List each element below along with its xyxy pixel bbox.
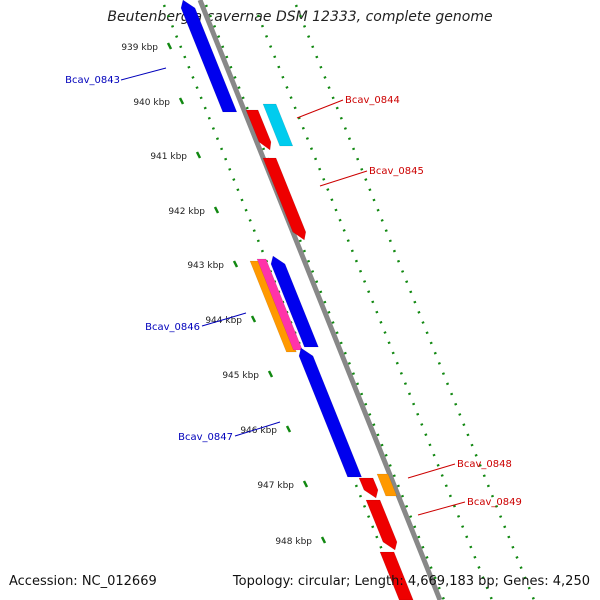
summary-text: Topology: circular; Length: 4,669,183 bp… [232,574,590,589]
gene-leader-line [319,170,368,187]
gene-bar-bcav-0849 [365,499,398,551]
tick-mark [213,206,220,214]
backbone-layer [197,0,443,600]
tick-mark [166,42,173,50]
tick-mark [302,480,309,488]
gene-label: Bcav_0844 [345,95,400,106]
tick-label: 939 kbp [121,43,158,53]
tick-mark [232,260,239,268]
gene-label: Bcav_0843 [65,75,120,86]
gene-label: Bcav_0848 [457,459,512,470]
accession-text: Accession: NC_012669 [9,574,157,589]
gene-bar-bcav-0846 [270,255,319,348]
gene-bar-bcav-0847 [298,347,362,478]
tick-label: 944 kbp [205,316,242,326]
tick-layer: 939 kbp 940 kbp 941 kbp 942 kbp 943 kbp 944 k… [121,42,327,547]
gene-label: Bcav_0846 [145,322,200,333]
gene-label: Bcav_0849 [467,497,522,508]
tick-mark [285,425,292,433]
gene-leader-line [201,312,247,327]
tick-label: 946 kbp [240,426,277,436]
gene-leader-line [417,501,466,516]
feature-bar-cyan [262,103,294,147]
feature-bar-orange-2 [376,473,398,497]
gene-label: Bcav_0845 [369,166,424,177]
gene-leader-line [234,421,281,437]
feature-bar-orange-1 [249,260,297,353]
genome-backbone [197,0,443,600]
gene-leader-line [407,463,456,479]
grid-dot-line-2 [204,4,446,600]
gene-label: Bcav_0847 [178,432,233,443]
tick-label: 941 kbp [150,152,187,162]
tick-mark [178,97,185,105]
tick-label: 942 kbp [168,207,205,217]
feature-layer [180,0,414,600]
tick-label: 945 kbp [222,371,259,381]
tick-mark [320,536,327,544]
grid-dot-line-4 [294,4,536,600]
gene-bar-next [379,551,414,600]
tick-label: 948 kbp [275,537,312,547]
gene-bar-bcav-0845 [262,157,307,241]
tick-mark [267,370,274,378]
tick-mark [195,151,202,159]
gene-bar-bcav-0848 [358,477,379,499]
gene-bar-bcav-0843 [180,0,238,113]
gene-bar-bcav-0844 [245,109,272,151]
gene-leader-line [120,67,167,81]
tick-label: 947 kbp [257,481,294,491]
tick-label: 940 kbp [133,98,170,108]
tick-label: 943 kbp [187,261,224,271]
tick-mark [250,315,257,323]
gene-leader-line [296,99,344,119]
gene-label-layer: Bcav_0843 Bcav_0844 Bcav_0845 Bcav_0846 Bcav… [65,67,522,516]
